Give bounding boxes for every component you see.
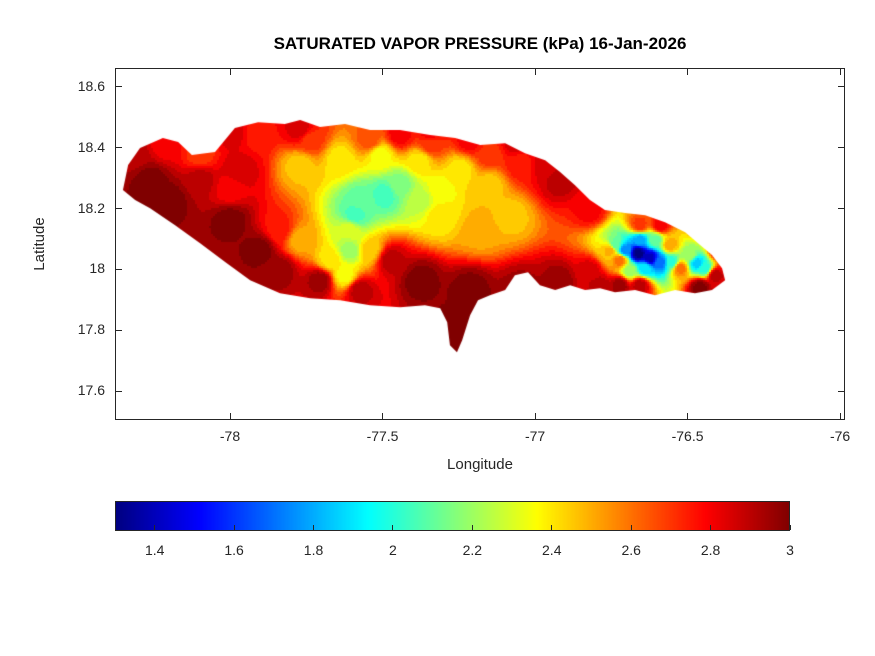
colorbar-tick-label: 2.4: [542, 542, 562, 558]
colorbar-tick-label: 1.6: [224, 542, 244, 558]
x-axis-label: Longitude: [447, 456, 513, 473]
y-tick-label: 18.4: [77, 138, 105, 155]
x-tick-label: -77.5: [366, 428, 399, 444]
y-tick-mark: [838, 208, 844, 210]
y-tick-mark: [838, 147, 844, 149]
x-tick-mark: [687, 413, 689, 419]
colorbar-tick-mark: [471, 525, 473, 530]
x-tick-mark: [687, 69, 689, 75]
y-tick-mark: [116, 390, 122, 392]
x-tick-mark: [229, 69, 231, 75]
chart-title: SATURATED VAPOR PRESSURE (kPa) 16-Jan-20…: [273, 34, 687, 53]
y-tick-mark: [116, 268, 122, 270]
x-tick-label: -78: [219, 428, 241, 444]
colorbar-tick-label: 2: [389, 542, 397, 558]
colorbar-tick-mark: [233, 525, 235, 530]
x-tick-mark: [382, 69, 384, 75]
colorbar-tick-label: 2.8: [700, 542, 721, 558]
y-tick-label: 18.6: [77, 77, 105, 94]
jamaica-vapor-pressure-map: [115, 68, 845, 420]
colorbar-tick-mark: [313, 525, 315, 530]
x-tick-mark: [534, 69, 536, 75]
y-tick-mark: [838, 268, 844, 270]
colorbar-tick-mark: [630, 525, 632, 530]
x-tick-label: -76: [829, 428, 851, 444]
x-tick-label: -77: [524, 428, 546, 444]
colorbar-gradient: [115, 501, 790, 531]
colorbar-tick-label: 1.8: [303, 542, 324, 558]
y-tick-mark: [838, 329, 844, 331]
colorbar-tick-label: 3: [786, 542, 794, 558]
colorbar-tick-mark: [789, 525, 791, 530]
y-tick-label: 18: [89, 260, 105, 277]
colorbar-tick-mark: [154, 525, 156, 530]
x-tick-label: -76.5: [671, 428, 704, 444]
y-tick-mark: [116, 147, 122, 149]
y-tick-mark: [116, 208, 122, 210]
x-tick-mark: [839, 413, 841, 419]
y-tick-mark: [838, 390, 844, 392]
x-tick-mark: [839, 69, 841, 75]
x-tick-mark: [534, 413, 536, 419]
y-axis-label: Latitude: [31, 217, 48, 271]
y-tick-label: 18.2: [77, 199, 105, 216]
x-tick-mark: [229, 413, 231, 419]
colorbar-tick-mark: [710, 525, 712, 530]
colorbar-tick-mark: [551, 525, 553, 530]
y-tick-mark: [116, 329, 122, 331]
colorbar-tick-label: 2.6: [621, 542, 641, 558]
y-tick-mark: [116, 86, 122, 88]
colorbar-tick-mark: [392, 525, 394, 530]
colorbar-tick-label: 1.4: [144, 542, 165, 558]
x-tick-mark: [382, 413, 384, 419]
colorbar-tick-label: 2.2: [462, 542, 483, 558]
y-tick-label: 17.6: [77, 382, 105, 399]
y-tick-label: 17.8: [77, 321, 105, 338]
y-tick-mark: [838, 86, 844, 88]
